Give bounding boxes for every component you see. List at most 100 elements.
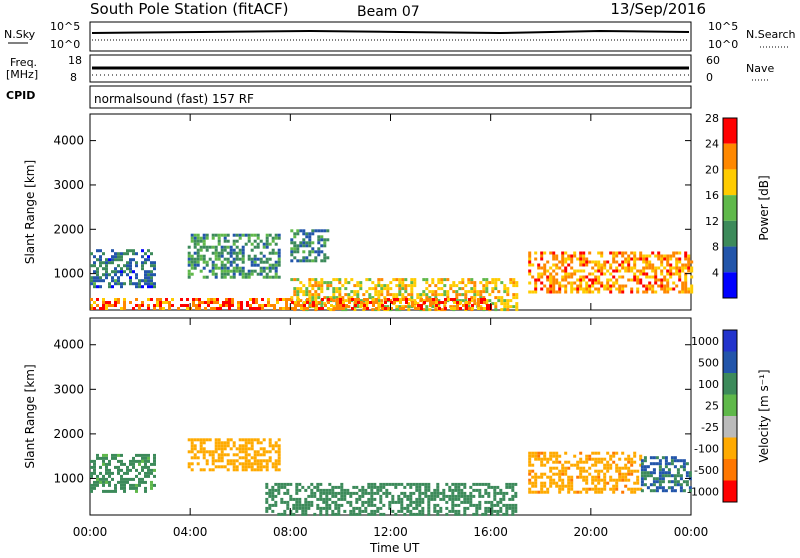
velocity-echo-cell	[597, 481, 601, 485]
velocity-echo-cell	[603, 481, 607, 485]
power-echo-cell	[494, 296, 498, 300]
power-echo-cell	[338, 281, 342, 285]
velocity-echo-cell	[688, 486, 692, 490]
power-echo-cell	[323, 259, 327, 263]
power-echo-cell	[205, 236, 209, 240]
power-echo-cell	[615, 287, 619, 291]
velocity-echo-cell	[352, 491, 356, 495]
power-echo-cell	[678, 290, 682, 294]
power-echo-cell	[312, 304, 315, 307]
power-echo-cell	[271, 236, 275, 240]
power-echo-cell	[117, 298, 120, 301]
power-echo-cell	[238, 272, 242, 276]
velocity-echo-cell	[379, 497, 383, 501]
power-echo-cell	[123, 270, 126, 274]
velocity-echo-cell	[658, 474, 662, 478]
velocity-echo-cell	[400, 506, 404, 510]
velocity-echo-cell	[138, 477, 141, 481]
velocity-echo-cell	[238, 444, 242, 448]
velocity-echo-cell	[241, 447, 245, 451]
power-echo-cell	[238, 248, 242, 252]
power-echo-cell	[561, 260, 565, 264]
velocity-echo-cell	[448, 488, 452, 492]
power-echo-cell	[459, 301, 462, 304]
velocity-echo-cell	[496, 485, 500, 489]
power-echo-cell	[594, 275, 598, 279]
velocity-echo-cell	[307, 485, 311, 489]
velocity-echo-cell	[271, 491, 275, 495]
power-colorbar-cell	[723, 143, 737, 170]
power-echo-cell	[187, 263, 191, 267]
velocity-echo-cell	[295, 491, 299, 495]
velocity-echo-cell	[187, 438, 191, 442]
power-echo-cell	[277, 260, 281, 264]
velocity-echo-cell	[600, 478, 604, 482]
power-echo-cell	[555, 278, 559, 282]
power-echo-cell	[633, 260, 637, 264]
velocity-echo-cell	[673, 489, 677, 493]
power-echo-cell	[105, 261, 108, 265]
velocity-echo-cell	[643, 477, 647, 481]
power-echo-cell	[684, 275, 688, 279]
power-echo-cell	[645, 260, 649, 264]
power-echo-cell	[268, 269, 272, 273]
power-echo-cell	[576, 278, 580, 282]
velocity-echo-cell	[658, 480, 662, 484]
velocity-echo-cell	[250, 444, 254, 448]
velocity-echo-cell	[349, 491, 353, 495]
power-echo-cell	[317, 296, 321, 300]
power-echo-cell	[546, 278, 550, 282]
velocity-echo-cell	[496, 503, 500, 507]
power-echo-cell	[105, 258, 108, 262]
cpid-text: normalsound (fast) 157 RF	[94, 92, 254, 106]
velocity-echo-cell	[406, 506, 410, 510]
velocity-echo-cell	[667, 468, 671, 472]
power-echo-cell	[675, 260, 679, 264]
velocity-echo-cell	[102, 459, 105, 463]
power-echo-cell	[431, 278, 435, 282]
power-echo-cell	[404, 287, 408, 291]
velocity-echo-cell	[316, 497, 320, 501]
power-echo-cell	[666, 263, 670, 267]
velocity-echo-cell	[561, 472, 565, 476]
velocity-echo-cell	[457, 488, 461, 492]
power-echo-cell	[299, 290, 303, 294]
velocity-echo-cell	[537, 454, 541, 458]
power-echo-cell	[96, 273, 99, 277]
power-echo-cell	[250, 248, 254, 252]
power-echo-cell	[390, 301, 393, 304]
velocity-echo-cell	[676, 483, 680, 487]
power-echo-cell	[651, 287, 655, 291]
power-echo-cell	[642, 260, 646, 264]
power-echo-cell	[509, 305, 513, 309]
velocity-echo-cell	[609, 466, 613, 470]
power-echo-cell	[684, 278, 688, 282]
velocity-echo-cell	[615, 469, 619, 473]
power-echo-cell	[126, 249, 129, 253]
power-echo-cell	[444, 307, 447, 310]
power-echo-cell	[464, 284, 468, 288]
velocity-echo-cell	[685, 474, 689, 478]
velocity-echo-cell	[120, 462, 123, 466]
power-echo-cell	[214, 257, 218, 261]
power-echo-cell	[217, 257, 221, 261]
power-echo-cell	[311, 287, 315, 291]
power-echo-cell	[285, 304, 288, 307]
velocity-echo-cell	[540, 487, 544, 491]
velocity-echo-cell	[624, 472, 628, 476]
velocity-echo-cell	[508, 506, 512, 510]
velocity-echo-cell	[226, 462, 230, 466]
power-echo-cell	[141, 301, 144, 304]
power-echo-cell	[93, 270, 96, 274]
power-echo-cell	[311, 278, 315, 282]
power-echo-cell	[342, 304, 345, 307]
power-echo-cell	[470, 278, 474, 282]
velocity-echo-region	[187, 438, 281, 472]
velocity-echo-cell	[325, 488, 329, 492]
velocity-echo-cell	[670, 462, 674, 466]
velocity-echo-cell	[558, 454, 562, 458]
power-echo-cell	[344, 281, 348, 285]
velocity-echo-cell	[352, 506, 356, 510]
power-echo-cell	[377, 284, 381, 288]
velocity-echo-cell	[217, 456, 221, 460]
